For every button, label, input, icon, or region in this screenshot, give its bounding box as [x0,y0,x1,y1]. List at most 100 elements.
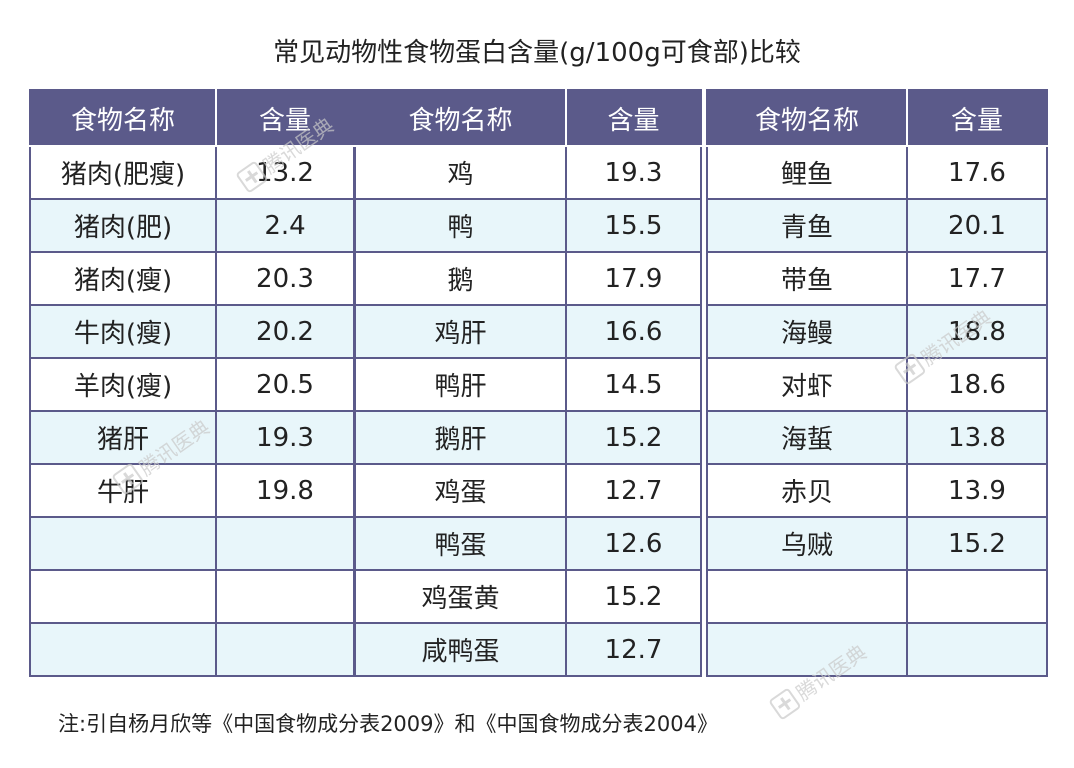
table-row: 乌贼 15.2 [706,516,1048,571]
protein-content-cell: 17.7 [906,251,1048,306]
table-row: 咸鸭蛋 12.7 [354,622,702,677]
protein-content-cell [215,516,355,571]
table-header-row: 食物名称 含量 [354,89,702,147]
protein-content-cell: 2.4 [215,198,355,253]
source-note: 注:引自杨月欣等《中国食物成分表2009》和《中国食物成分表2004》 [58,712,718,736]
table-poultry-eggs: 食物名称 含量 鸡 19.3 鸭 15.5 鹅 17.9 鸡肝 16.6 鸭肝 14.5 鹅肝 15.… [354,89,702,677]
protein-content-cell: 19.3 [565,145,702,200]
table-row: 鸭 15.5 [354,198,702,253]
table-row: 对虾 18.6 [706,357,1048,412]
protein-content-cell [906,569,1048,624]
food-name-cell: 对虾 [706,357,908,412]
table-seafood: 食物名称 含量 鲤鱼 17.6 青鱼 20.1 带鱼 17.7 海鳗 18.8 对虾 18.6 海蜇… [706,89,1048,677]
protein-content-cell: 19.3 [215,410,355,465]
header-food-name: 食物名称 [29,89,217,147]
table-row: 鹅肝 15.2 [354,410,702,465]
food-name-cell: 猪肉(肥) [29,198,217,253]
table-row: 羊肉(瘦) 20.5 [29,357,355,412]
food-name-cell: 猪肉(肥瘦) [29,145,217,200]
food-name-cell: 猪肝 [29,410,217,465]
table-row: 猪肉(瘦) 20.3 [29,251,355,306]
protein-content-cell: 17.6 [906,145,1048,200]
protein-content-cell: 14.5 [565,357,702,412]
table-row [29,622,355,677]
table-row: 牛肝 19.8 [29,463,355,518]
food-name-cell [706,569,908,624]
food-name-cell: 海蜇 [706,410,908,465]
food-name-cell [706,622,908,677]
protein-content-cell: 15.2 [565,569,702,624]
table-row: 海鳗 18.8 [706,304,1048,359]
protein-content-cell: 16.6 [565,304,702,359]
table-row: 猪肝 19.3 [29,410,355,465]
food-name-cell [29,569,217,624]
food-name-cell [29,516,217,571]
protein-content-cell: 20.1 [906,198,1048,253]
table-row: 猪肉(肥瘦) 13.2 [29,145,355,200]
protein-content-cell [215,622,355,677]
table-row: 鸭蛋 12.6 [354,516,702,571]
table-row: 鹅 17.9 [354,251,702,306]
table-row [29,516,355,571]
food-name-cell: 咸鸭蛋 [354,622,567,677]
food-name-cell: 鹅 [354,251,567,306]
food-name-cell: 青鱼 [706,198,908,253]
protein-content-cell: 17.9 [565,251,702,306]
food-name-cell: 鹅肝 [354,410,567,465]
header-content: 含量 [215,89,355,147]
food-name-cell: 鲤鱼 [706,145,908,200]
table-row [706,569,1048,624]
table-row [29,569,355,624]
table-row: 带鱼 17.7 [706,251,1048,306]
table-row: 海蜇 13.8 [706,410,1048,465]
food-name-cell: 羊肉(瘦) [29,357,217,412]
food-name-cell: 牛肉(瘦) [29,304,217,359]
protein-content-cell: 12.7 [565,463,702,518]
table-row: 鸡蛋黄 15.2 [354,569,702,624]
table-row: 鸡肝 16.6 [354,304,702,359]
food-name-cell: 鸡蛋 [354,463,567,518]
protein-content-cell: 12.6 [565,516,702,571]
table-row: 鸡 19.3 [354,145,702,200]
table-row [706,622,1048,677]
food-name-cell [29,622,217,677]
protein-content-cell: 15.5 [565,198,702,253]
protein-content-cell [215,569,355,624]
protein-content-cell: 13.9 [906,463,1048,518]
food-name-cell: 鸡肝 [354,304,567,359]
protein-content-cell: 15.2 [565,410,702,465]
header-food-name: 食物名称 [354,89,567,147]
table-header-row: 食物名称 含量 [706,89,1048,147]
food-name-cell: 赤贝 [706,463,908,518]
protein-content-cell: 20.3 [215,251,355,306]
protein-content-cell: 19.8 [215,463,355,518]
food-name-cell: 猪肉(瘦) [29,251,217,306]
table-row: 赤贝 13.9 [706,463,1048,518]
page-title: 常见动物性食物蛋白含量(g/100g可食部)比较 [273,38,801,68]
food-name-cell: 乌贼 [706,516,908,571]
food-name-cell: 鸭肝 [354,357,567,412]
table-row: 青鱼 20.1 [706,198,1048,253]
table-row: 牛肉(瘦) 20.2 [29,304,355,359]
protein-content-cell: 18.8 [906,304,1048,359]
protein-content-cell: 15.2 [906,516,1048,571]
header-content: 含量 [906,89,1048,147]
table-row: 猪肉(肥) 2.4 [29,198,355,253]
food-name-cell: 海鳗 [706,304,908,359]
protein-content-cell: 20.5 [215,357,355,412]
protein-content-cell [906,622,1048,677]
protein-content-cell: 20.2 [215,304,355,359]
table-row: 鸡蛋 12.7 [354,463,702,518]
table-row: 鸭肝 14.5 [354,357,702,412]
table-row: 鲤鱼 17.6 [706,145,1048,200]
food-name-cell: 鸭 [354,198,567,253]
protein-content-cell: 12.7 [565,622,702,677]
food-name-cell: 带鱼 [706,251,908,306]
food-name-cell: 鸭蛋 [354,516,567,571]
protein-content-cell: 13.8 [906,410,1048,465]
header-food-name: 食物名称 [706,89,908,147]
food-name-cell: 鸡蛋黄 [354,569,567,624]
header-content: 含量 [565,89,702,147]
food-name-cell: 鸡 [354,145,567,200]
table-header-row: 食物名称 含量 [29,89,355,147]
